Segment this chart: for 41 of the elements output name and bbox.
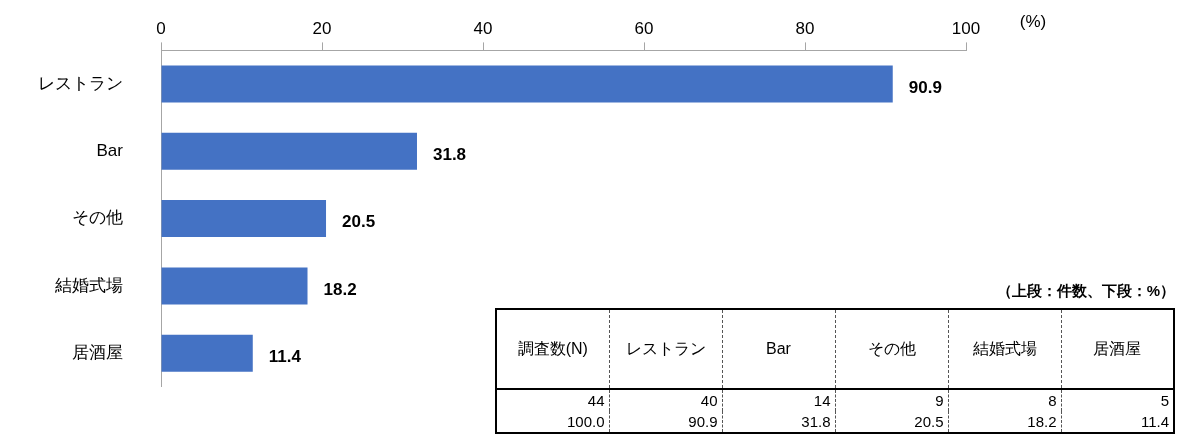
bar — [161, 132, 417, 170]
y-tick-label: その他 — [72, 208, 123, 228]
data-label: 31.8 — [722, 411, 835, 433]
category-label: レストラン — [609, 309, 722, 389]
data-label: 100.0 — [496, 411, 609, 433]
category-label: 調査数(N) — [496, 309, 609, 389]
category-label: Bar — [722, 309, 835, 389]
bar — [161, 334, 253, 372]
x-tick-label: 40 — [473, 18, 493, 38]
x-tick-label: 20 — [312, 18, 332, 38]
y-tick-label: 居酒屋 — [72, 342, 123, 362]
x-tick-label: 60 — [634, 18, 654, 38]
bar — [161, 200, 327, 238]
x-axis-title: (%) — [1019, 11, 1047, 31]
category-label: 結婚式場 — [948, 309, 1061, 389]
data-label: 9 — [835, 389, 948, 411]
data-label: 44 — [496, 389, 609, 411]
data-label: 8 — [948, 389, 1061, 411]
data-label: 90.9 — [908, 77, 942, 97]
bar — [161, 65, 893, 103]
y-tick-label: Bar — [96, 141, 124, 161]
data-label: 18.2 — [323, 279, 357, 299]
y-tick-label: レストラン — [38, 73, 123, 93]
data-label: 90.9 — [609, 411, 722, 433]
y-tick-label: 結婚式場 — [54, 275, 123, 295]
data-label: 31.8 — [432, 145, 467, 165]
data-label: 20.5 — [835, 411, 948, 433]
bar — [161, 267, 308, 305]
data-label: 11.4 — [268, 346, 302, 366]
data-label: 40 — [609, 389, 722, 411]
data-label: 5 — [1061, 389, 1174, 411]
x-tick-label: 100 — [951, 18, 981, 38]
category-label: その他 — [835, 309, 948, 389]
x-tick-label: 0 — [156, 18, 166, 38]
data-label: 11.4 — [1061, 411, 1174, 433]
text: （上段：件数、下段：%） — [995, 282, 1175, 301]
data-label: 20.5 — [342, 212, 376, 232]
category-label: 居酒屋 — [1061, 309, 1174, 389]
x-tick-label: 80 — [795, 18, 815, 38]
data-label: 18.2 — [948, 411, 1061, 433]
data-label: 14 — [722, 389, 835, 411]
